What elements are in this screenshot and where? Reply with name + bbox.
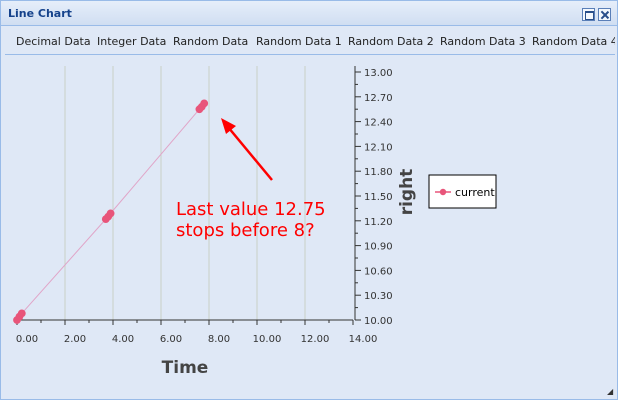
annotation-arrow (227, 126, 273, 181)
maximize-icon[interactable] (582, 8, 595, 21)
x-tick-label: 14.00 (349, 334, 378, 345)
tab-random-data-2[interactable]: Random Data 2 (348, 35, 434, 48)
window-title: Line Chart (8, 7, 72, 20)
y-tick-label: 12.70 (364, 93, 393, 104)
x-tick-label: 12.00 (301, 334, 330, 345)
y-tick-label: 11.20 (364, 217, 393, 228)
y-tick-label: 10.60 (364, 266, 393, 277)
legend[interactable]: current (428, 174, 497, 209)
annotation: Last value 12.75 stops before 8? (176, 118, 326, 241)
y-tick-label: 12.40 (364, 118, 393, 129)
legend-label-current: current (455, 186, 495, 199)
tab-random-data-4[interactable]: Random Data 4 (532, 35, 615, 48)
x-axis-title: Time (162, 358, 209, 378)
data-point (17, 309, 26, 318)
y-tick-label: 11.80 (364, 167, 393, 178)
y-tick-label: 10.30 (364, 291, 393, 302)
x-tick-label: 0.00 (16, 334, 38, 345)
annotation-text-line-1: Last value 12.75 (176, 199, 326, 220)
annotation-text-line-2: stops before 8? (176, 220, 315, 241)
legend-swatch-marker (439, 188, 447, 196)
y-tick-label: 13.00 (364, 68, 393, 79)
data-point (106, 209, 115, 218)
x-tick-label: 2.00 (64, 334, 86, 345)
y-tick-label: 11.50 (364, 192, 393, 203)
y-tick-label: 10.90 (364, 242, 393, 253)
tab-decimal-data[interactable]: Decimal Data (16, 35, 91, 48)
tab-random-data-1[interactable]: Random Data 1 (256, 35, 342, 48)
x-tick-label: 6.00 (160, 334, 182, 345)
chart-grid (64, 66, 306, 320)
data-point (200, 99, 209, 108)
y-axis: 10.00 10.30 10.60 10.90 11.20 11.50 11.80 12.10… (354, 66, 393, 327)
y-tick-label: 12.10 (364, 142, 393, 153)
tab-random-data-3[interactable]: Random Data 3 (440, 35, 526, 48)
tab-integer-data[interactable]: Integer Data (97, 35, 167, 48)
annotation-arrow-head (221, 118, 236, 134)
resize-handle[interactable]: ◢ (607, 387, 614, 396)
x-tick-label: 4.00 (112, 334, 134, 345)
x-tick-label: 8.00 (208, 334, 230, 345)
y-axis-title: right (397, 169, 417, 216)
x-tick-label: 10.00 (253, 334, 282, 345)
x-axis: 0.00 2.00 4.00 6.00 8.00 10.00 12.00 14.00 (16, 319, 378, 345)
series-layer (13, 99, 209, 324)
close-icon[interactable] (598, 8, 611, 21)
tab-random-data[interactable]: Random Data (173, 35, 249, 48)
y-tick-label: 10.00 (364, 316, 393, 327)
tab-bar: Decimal Data Integer Data Random Data Ra… (5, 28, 615, 55)
window-titlebar[interactable]: Line Chart (1, 1, 617, 26)
